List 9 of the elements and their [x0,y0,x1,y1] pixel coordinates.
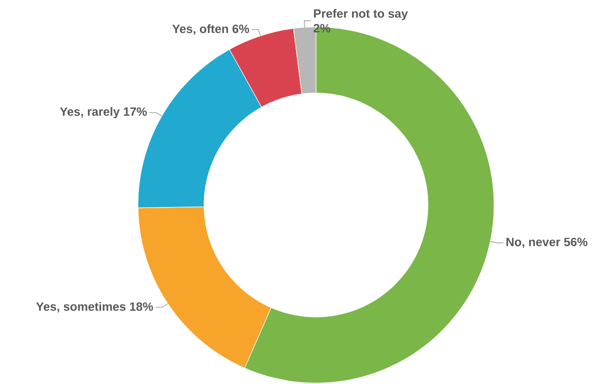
slice-label: Prefer not to say [314,8,408,20]
slice-label: Yes, often [172,24,228,35]
data-label: 18% [130,302,153,311]
data-label: 56% [564,238,588,246]
slice-label: No, never [506,238,560,248]
data-label: 6% [232,24,250,34]
data-label: 17% [124,107,147,116]
slice-label: Yes, sometimes [36,302,126,313]
slice-label: Yes, rarely [60,107,120,118]
